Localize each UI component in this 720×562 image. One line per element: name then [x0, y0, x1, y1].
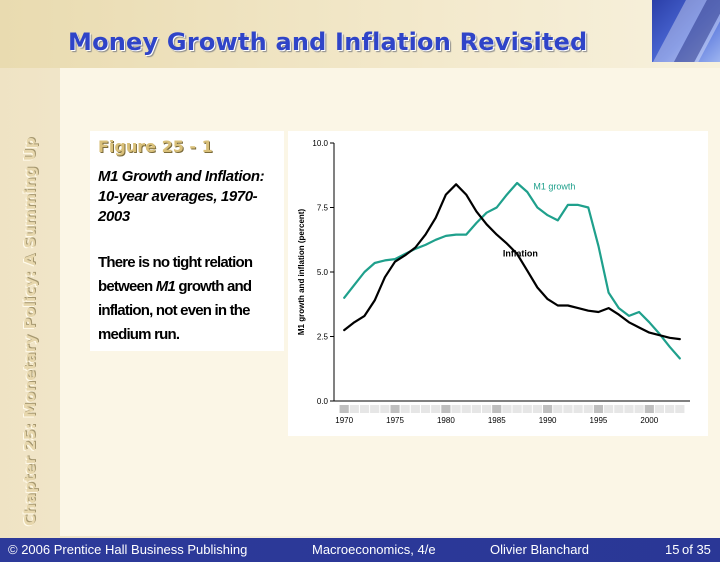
x-tick-label: 1975 — [386, 416, 404, 425]
x-tick-label: 1985 — [488, 416, 506, 425]
y-tick-label: 2.5 — [317, 333, 329, 342]
x-axis-year-cell — [644, 405, 654, 413]
x-axis-year-cell — [675, 405, 685, 413]
corner-logo-graphic — [652, 0, 720, 62]
chart-container: 0.0 2.5 5.0 7.5 10.0 1970 1975 1980 1985 1990 1995… — [288, 131, 708, 436]
x-axis-year-cell — [604, 405, 614, 413]
x-axis-year-cell — [349, 405, 359, 413]
footer-book: Macroeconomics, 4/e — [312, 542, 436, 557]
x-axis-year-cell — [532, 405, 543, 413]
x-axis-year-cell — [502, 405, 512, 413]
x-axis-year-cell — [624, 405, 634, 413]
x-axis-year-cell — [359, 405, 370, 413]
x-axis-year-cell — [634, 405, 644, 413]
x-axis-year-cell — [593, 405, 604, 413]
x-tick-label: 2000 — [640, 416, 658, 425]
figure-description: There is no tight relation between M1 gr… — [98, 251, 282, 347]
x-axis-year-cell — [481, 405, 492, 413]
x-axis-year-cell — [471, 405, 481, 413]
figure-description-italic: M1 — [155, 278, 176, 295]
x-axis-year-cell — [665, 405, 675, 413]
slide-title: Money Growth and Inflation Revisited — [68, 28, 588, 56]
x-axis-year-cell — [563, 405, 573, 413]
x-axis-year-cell — [410, 405, 420, 413]
title-band — [0, 0, 720, 68]
footer-bar: © 2006 Prentice Hall Business Publishing… — [0, 538, 720, 562]
y-axis-title: M1 growth and inflation (percent) — [297, 209, 306, 336]
series-line-m1-growth — [343, 181, 681, 360]
x-axis-year-cell — [492, 405, 502, 413]
x-axis-year-cell — [431, 405, 441, 413]
x-axis-year-cell — [583, 405, 593, 413]
series-label-inflation: Inflation — [503, 249, 538, 259]
y-tick-label: 10.0 — [312, 139, 328, 148]
x-axis-year-cell — [461, 405, 471, 413]
x-axis-year-cell — [451, 405, 461, 413]
series-label-m1-growth: M1 growth — [533, 181, 575, 191]
x-axis-year-cell — [339, 405, 349, 413]
x-axis-year-cell — [654, 405, 665, 413]
x-axis-year-cell — [573, 405, 583, 413]
figure-title: M1 Growth and Inflation: 10-year average… — [98, 168, 265, 225]
y-tick-label: 7.5 — [317, 204, 329, 213]
x-axis-year-cell — [522, 405, 532, 413]
x-axis-year-cell — [543, 405, 553, 413]
chapter-side-label: Chapter 25: Monetary Policy: A Summing U… — [21, 137, 39, 526]
x-tick-label: 1980 — [437, 416, 455, 425]
y-tick-label: 5.0 — [317, 268, 329, 277]
x-axis-year-cell — [553, 405, 563, 413]
x-axis-year-cell — [614, 405, 624, 413]
y-tick-label: 0.0 — [317, 397, 329, 406]
figure-description-part1: There is no tight relation between — [98, 254, 253, 295]
x-axis-year-cell — [441, 405, 451, 413]
footer-copyright: © 2006 Prentice Hall Business Publishing — [8, 542, 248, 557]
x-axis-year-cell — [370, 405, 380, 413]
footer-page-of: of 35 — [682, 542, 711, 557]
footer-author: Olivier Blanchard — [490, 542, 589, 557]
figure-caption-box: Figure 25 - 1 M1 Growth and Inflation: 1… — [90, 131, 284, 351]
footer-page-current: 15 — [665, 542, 680, 557]
x-axis-year-cell — [380, 405, 390, 413]
x-axis-year-cell — [390, 405, 400, 413]
figure-label: Figure 25 - 1 — [98, 137, 213, 156]
series-line-inflation — [343, 183, 681, 341]
x-tick-label: 1995 — [590, 416, 608, 425]
x-tick-label: 1990 — [539, 416, 557, 425]
chart-svg: 0.0 2.5 5.0 7.5 10.0 1970 1975 1980 1985 1990 1995… — [297, 139, 690, 425]
x-axis-year-cell — [420, 405, 431, 413]
x-tick-label: 1970 — [335, 416, 353, 425]
figure-description-part2: growth and inflation, not even in the me… — [98, 278, 252, 343]
x-axis-year-cell — [512, 405, 522, 413]
x-axis-year-cell — [400, 405, 410, 413]
